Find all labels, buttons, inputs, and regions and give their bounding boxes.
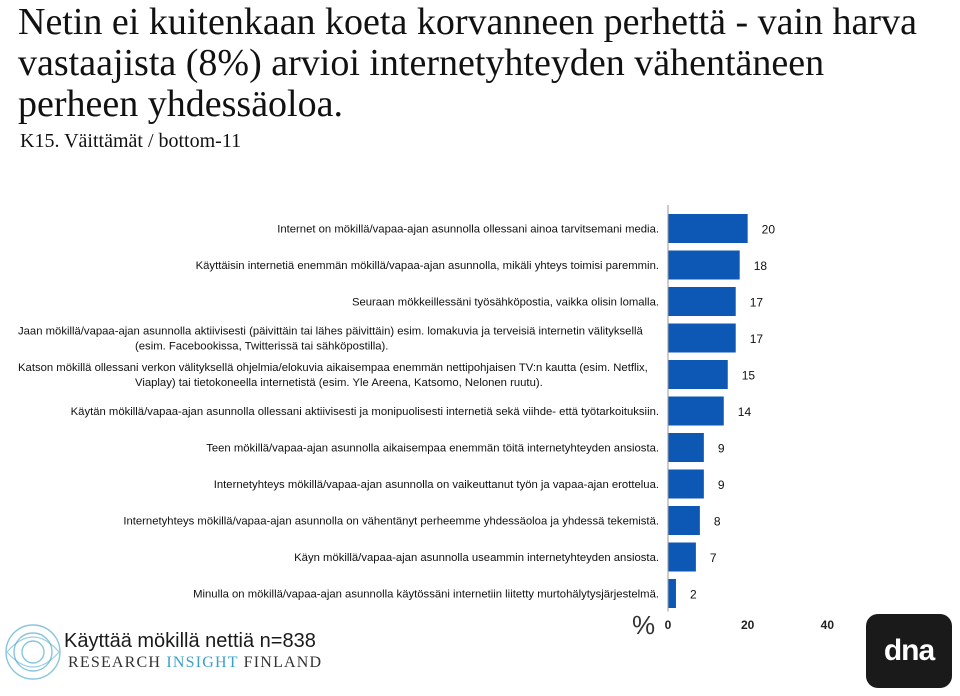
category-label: Teen mökillä/vapaa-ajan asunnolla aikais…: [206, 443, 659, 455]
bar-value-label: 17: [750, 332, 764, 346]
company-name-part3: FINLAND: [238, 654, 323, 671]
bar-value-label: 9: [718, 478, 725, 492]
category-label: (esim. Facebookissa, Twitterissä tai säh…: [135, 341, 388, 353]
page-title: Netin ei kuitenkaan koeta korvanneen per…: [18, 1, 917, 125]
category-label: Viaplay) tai tietokoneella internetistä …: [135, 377, 543, 389]
category-label: Käyn mökillä/vapaa-ajan asunnolla useamm…: [294, 552, 659, 564]
x-axis-unit-label: %: [632, 610, 656, 640]
bar: [668, 323, 736, 353]
x-tick-label: 0: [665, 618, 672, 632]
rif-logo-icon: [5, 624, 61, 680]
category-label: Internetyhteys mökillä/vapaa-ajan asunno…: [123, 516, 659, 528]
bar-value-label: 9: [718, 442, 725, 456]
page-subtitle: K15. Väittämät / bottom-11: [20, 130, 242, 152]
category-label: Katson mökillä ollessani verkon välityks…: [18, 362, 648, 374]
x-tick-label: 20: [741, 618, 755, 632]
bar-value-label: 14: [738, 405, 752, 419]
category-label: Jaan mökillä/vapaa-ajan asunnolla aktiiv…: [18, 326, 643, 338]
bar: [668, 433, 704, 462]
category-label: Käytän mökillä/vapaa-ajan asunnolla olle…: [71, 406, 659, 418]
bar: [668, 360, 728, 389]
bar: [668, 396, 724, 426]
bar: [668, 579, 676, 608]
bar: [668, 542, 696, 572]
bar-value-label: 18: [754, 259, 768, 273]
bar: [668, 287, 736, 316]
bar-value-label: 7: [710, 551, 717, 565]
category-label: Internet on mökillä/vapaa-ajan asunnolla…: [277, 224, 659, 236]
category-label: Minulla on mökillä/vapaa-ajan asunnolla …: [193, 589, 659, 601]
dna-logo-text: dna: [883, 634, 935, 667]
company-name-part2: INSIGHT: [166, 654, 239, 671]
category-label: Käyttäisin internetiä enemmän mökillä/va…: [196, 260, 659, 272]
bar: [668, 469, 704, 499]
bar: [668, 214, 748, 243]
bar-value-label: 17: [750, 296, 764, 310]
bar: [668, 250, 740, 280]
bar-value-label: 20: [762, 223, 776, 237]
company-name-part1: RESEARCH: [68, 654, 167, 671]
category-label: Internetyhteys mökillä/vapaa-ajan asunno…: [214, 479, 659, 491]
bar: [668, 506, 700, 535]
company-logo-text: RESEARCH INSIGHT FINLAND: [68, 654, 322, 672]
base-note: Käyttää mökillä nettiä n=838: [64, 630, 316, 652]
dna-logo-icon: dna: [866, 614, 952, 688]
category-label: Seuraan mökkeillessäni työsähköpostia, v…: [352, 297, 659, 309]
bar-value-label: 15: [742, 369, 756, 383]
x-tick-label: 40: [821, 618, 835, 632]
bar-value-label: 8: [714, 515, 721, 529]
bar-value-label: 2: [690, 588, 697, 602]
